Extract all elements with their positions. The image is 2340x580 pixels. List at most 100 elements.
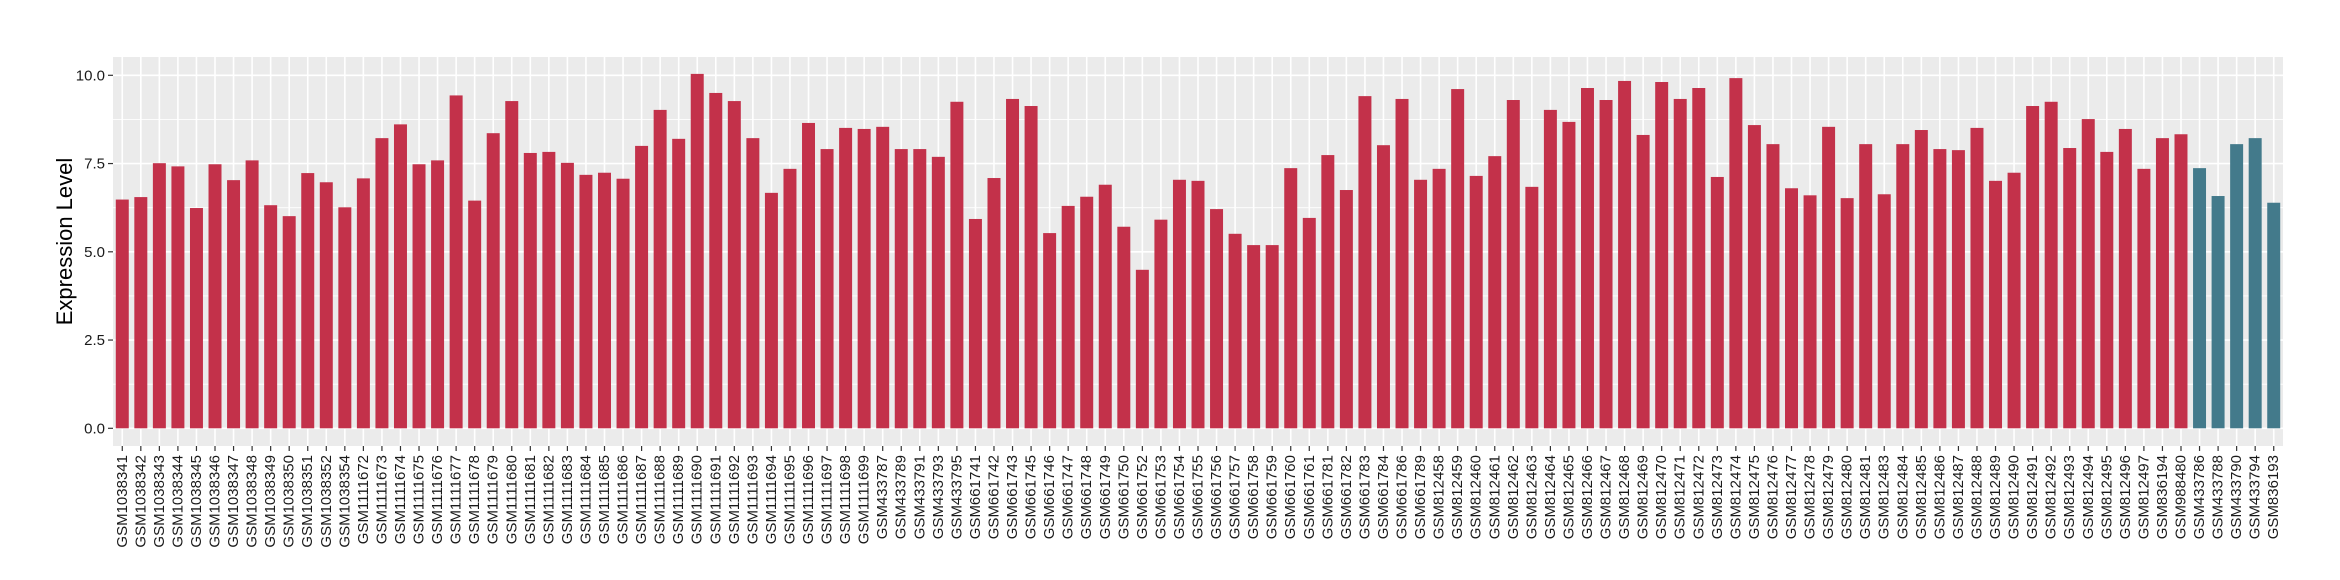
x-tick-label: GSM812493 — [2061, 455, 2078, 539]
x-tick-label: GSM1111679 — [485, 455, 502, 544]
bar-GSM1038346 — [208, 164, 222, 429]
bar-GSM1038341 — [115, 199, 129, 429]
bar-GSM661754 — [1172, 179, 1186, 429]
bar-GSM1111679 — [486, 133, 500, 429]
x-tick-label: GSM433794 — [2247, 455, 2264, 539]
bar-GSM661786 — [1395, 98, 1409, 429]
x-tick-label: GSM661761 — [1301, 455, 1318, 539]
bar-GSM661759 — [1265, 245, 1279, 429]
x-tick-label: GSM1111699 — [856, 455, 873, 544]
bar-GSM661789 — [1414, 179, 1428, 429]
x-tick-label: GSM812490 — [2006, 455, 2023, 539]
bar-GSM812475 — [1747, 125, 1761, 429]
x-tick-label: GSM1111690 — [689, 455, 706, 544]
x-tick-label: GSM1038349 — [262, 455, 279, 548]
bar-GSM433794 — [2248, 138, 2262, 429]
x-tick-label: GSM812474 — [1727, 455, 1744, 539]
x-tick-label: GSM812496 — [2117, 455, 2134, 539]
bar-GSM1038342 — [134, 197, 148, 429]
x-tick-label: GSM812494 — [2080, 455, 2097, 539]
bar-GSM1111685 — [598, 172, 611, 429]
x-tick-label: GSM1111681 — [522, 455, 539, 544]
bar-GSM661755 — [1191, 180, 1205, 429]
bar-GSM1111697 — [820, 149, 834, 429]
x-tick-label: GSM812458 — [1431, 455, 1448, 539]
bar-GSM812467 — [1599, 100, 1613, 429]
bar-GSM433788 — [2211, 196, 2225, 429]
bar-GSM661757 — [1228, 233, 1242, 429]
x-tick-label: GSM1111676 — [429, 455, 446, 544]
x-tick-label: GSM433791 — [911, 455, 928, 539]
bar-GSM1038348 — [245, 160, 259, 429]
bar-GSM812459 — [1451, 89, 1465, 429]
x-tick-label: GSM836193 — [2265, 455, 2282, 539]
x-tick-label: GSM661753 — [1152, 455, 1169, 539]
x-tick-label: GSM661742 — [985, 455, 1002, 539]
x-tick-label: GSM812463 — [1523, 455, 1540, 539]
bar-GSM433791 — [913, 149, 927, 429]
y-tick-label: 0.0 — [84, 420, 105, 437]
x-tick-label: GSM1111680 — [503, 455, 520, 544]
bar-GSM836193 — [2267, 202, 2281, 429]
bar-GSM1111678 — [468, 200, 482, 429]
bar-GSM661782 — [1339, 190, 1353, 429]
x-tick-label: GSM1111678 — [466, 455, 483, 544]
x-tick-label: GSM1111675 — [411, 455, 428, 544]
x-tick-label: GSM1038345 — [188, 455, 205, 548]
x-tick-label: GSM1111683 — [559, 455, 576, 544]
bar-GSM433793 — [931, 156, 945, 429]
bar-GSM1111693 — [746, 138, 760, 429]
x-tick-label: GSM661759 — [1264, 455, 1281, 539]
x-tick-label: GSM661781 — [1319, 455, 1336, 539]
bar-GSM1111674 — [393, 124, 407, 429]
bar-GSM661749 — [1098, 184, 1112, 429]
bar-GSM661758 — [1247, 245, 1261, 429]
x-tick-label: GSM1038344 — [169, 455, 186, 548]
bar-GSM433786 — [2193, 168, 2207, 429]
x-tick-label: GSM433788 — [2210, 455, 2227, 539]
x-tick-label: GSM1111696 — [800, 455, 817, 544]
bar-GSM812476 — [1766, 144, 1780, 429]
bar-GSM812492 — [2044, 101, 2058, 429]
x-tick-label: GSM988480 — [2172, 455, 2189, 539]
bar-GSM812485 — [1914, 130, 1928, 429]
x-tick-label: GSM812478 — [1802, 455, 1819, 539]
bar-GSM812458 — [1432, 168, 1446, 429]
x-axis: GSM1038341 GSM1038342 GSM1038343 GSM1038344… — [114, 446, 2282, 548]
y-axis-title: Expression Level — [52, 158, 77, 326]
bar-GSM1111673 — [375, 138, 389, 429]
x-tick-label: GSM1111686 — [615, 455, 632, 544]
x-tick-label: GSM812470 — [1653, 455, 1670, 539]
x-tick-label: GSM661743 — [1004, 455, 1021, 539]
bar-GSM661741 — [968, 218, 982, 429]
bar-GSM1111695 — [783, 168, 797, 429]
x-tick-label: GSM1111682 — [540, 455, 557, 544]
bar-GSM1111696 — [802, 122, 816, 429]
x-tick-label: GSM1111693 — [744, 455, 761, 544]
bar-GSM812493 — [2063, 148, 2077, 429]
x-tick-label: GSM1038342 — [132, 455, 149, 548]
x-tick-label: GSM812465 — [1560, 455, 1577, 539]
x-tick-label: GSM1038341 — [114, 455, 131, 548]
y-tick-label: 5.0 — [84, 244, 105, 261]
x-tick-label: GSM433795 — [948, 455, 965, 539]
bar-GSM812478 — [1803, 195, 1817, 429]
bar-GSM812474 — [1729, 78, 1743, 429]
bar-GSM1111682 — [542, 151, 556, 429]
bar-GSM812489 — [1989, 180, 2003, 429]
x-tick-label: GSM812492 — [2043, 455, 2060, 539]
x-tick-label: GSM661748 — [1078, 455, 1095, 539]
y-tick-label: 2.5 — [84, 332, 105, 349]
x-tick-label: GSM1111695 — [781, 455, 798, 544]
bar-GSM433789 — [894, 149, 908, 429]
bar-GSM1111681 — [523, 152, 537, 429]
x-tick-label: GSM661755 — [1190, 455, 1207, 539]
bar-GSM661761 — [1302, 217, 1316, 429]
x-tick-label: GSM1111684 — [577, 455, 594, 544]
bar-GSM812494 — [2081, 119, 2095, 429]
bar-GSM812479 — [1822, 126, 1836, 429]
bar-GSM812466 — [1580, 88, 1594, 429]
bar-GSM812465 — [1562, 121, 1576, 429]
x-tick-label: GSM812471 — [1672, 455, 1689, 539]
bar-GSM661746 — [1043, 233, 1057, 429]
